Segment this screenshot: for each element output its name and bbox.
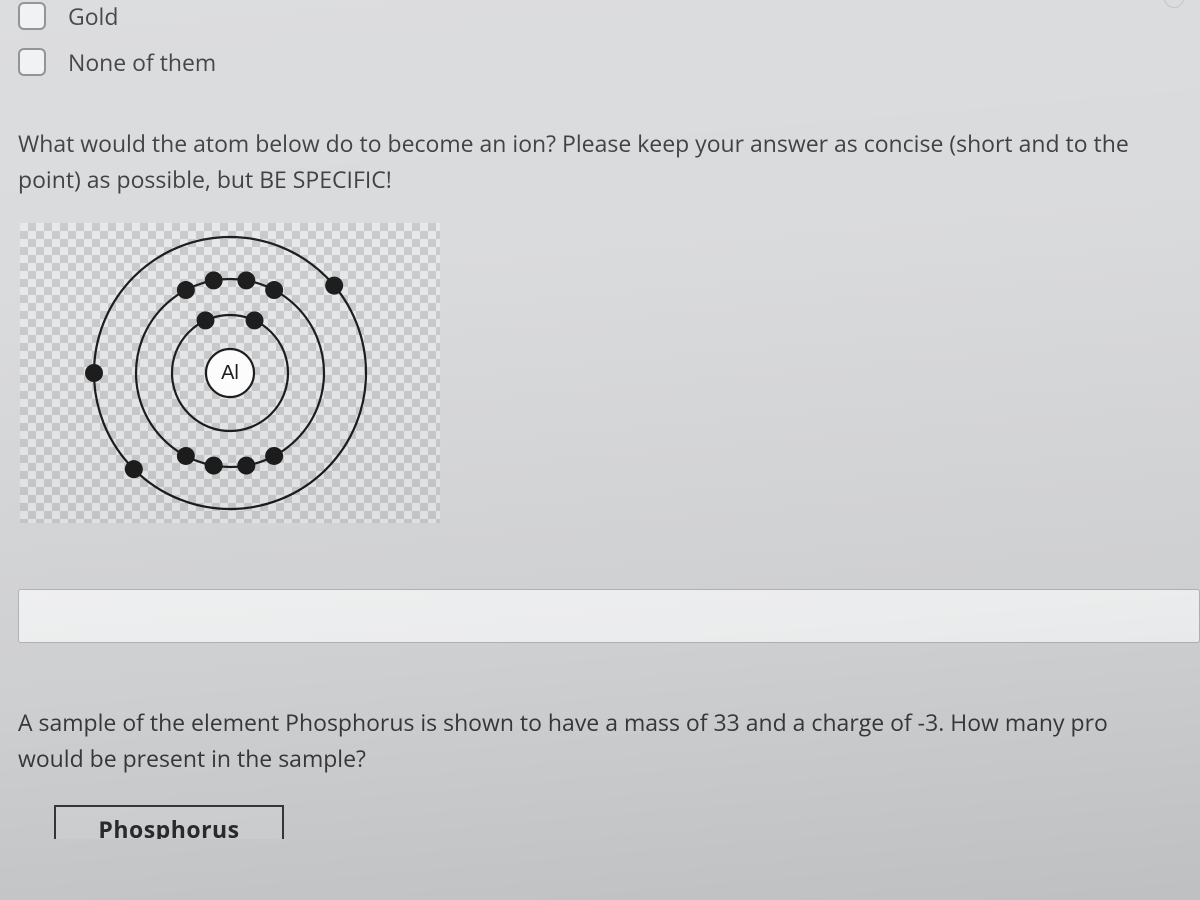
phosphorus-label: Phosphorus	[98, 813, 239, 839]
atom-diagram-svg: Al	[80, 223, 380, 523]
question2-line2: would be present in the sample?	[18, 741, 1182, 777]
question1-block: What would the atom below do to become a…	[18, 126, 1182, 643]
option-row-gold[interactable]: Gold	[18, 0, 1182, 32]
atom-diagram-area: Al	[20, 223, 440, 523]
svg-text:Al: Al	[221, 362, 239, 384]
question1-line2: point) as possible, but BE SPECIFIC!	[18, 162, 1182, 198]
option-label: None of them	[68, 46, 216, 78]
option-row-none[interactable]: None of them	[18, 46, 1182, 78]
phosphorus-box: Phosphorus	[54, 805, 284, 839]
question2-line1: A sample of the element Phosphorus is sh…	[18, 705, 1182, 741]
checkbox-none[interactable]	[18, 48, 46, 76]
answer-input[interactable]	[18, 589, 1200, 643]
quiz-content: Gold None of them What would the atom be…	[0, 0, 1200, 839]
question2-block: A sample of the element Phosphorus is sh…	[18, 705, 1182, 776]
checkbox-gold[interactable]	[18, 2, 46, 30]
question1-line1: What would the atom below do to become a…	[18, 126, 1182, 162]
option-label: Gold	[68, 0, 118, 32]
